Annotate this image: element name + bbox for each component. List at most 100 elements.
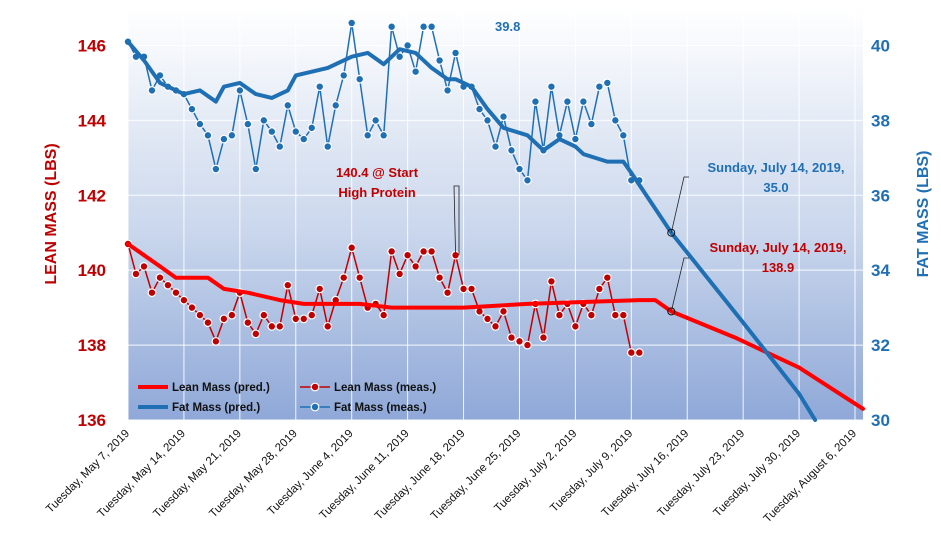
series-line [126, 39, 818, 422]
data-point [299, 314, 309, 324]
data-point [610, 310, 620, 320]
data-point [570, 321, 580, 331]
data-point [211, 336, 221, 346]
data-point [371, 115, 381, 125]
right-tick-label: 36 [871, 186, 890, 205]
data-point [323, 142, 333, 151]
annotation-leader [453, 185, 460, 256]
data-point [235, 85, 245, 95]
series-lean-mass-meas [123, 239, 644, 357]
data-point [259, 310, 269, 320]
annotation: 39.8 [495, 19, 520, 34]
data-point [187, 303, 197, 313]
data-point [539, 333, 548, 343]
data-point [267, 127, 277, 137]
annotation-marker [667, 228, 676, 237]
annotation-text: Sunday, July 14, 2019, [709, 240, 846, 255]
legend-item: Lean Mass (meas.) [300, 382, 436, 394]
data-point [427, 22, 436, 32]
data-point [283, 100, 293, 110]
left-tick-label: 146 [78, 36, 106, 55]
data-point [147, 288, 157, 298]
data-point [299, 134, 309, 144]
data-point [515, 336, 524, 346]
data-point [211, 164, 221, 174]
annotation-text: High Protein [338, 185, 415, 200]
annotation-leader [670, 257, 689, 312]
data-point [379, 310, 389, 320]
data-point [451, 48, 460, 58]
data-point [243, 318, 253, 328]
data-point [507, 333, 516, 343]
data-point [626, 348, 636, 357]
annotation: Sunday, July 14, 2019, 35.0 [667, 160, 845, 237]
data-point [459, 284, 468, 294]
data-point [570, 134, 580, 144]
left-tick-label: 140 [78, 261, 106, 280]
legend-item: Lean Mass (pred.) [138, 382, 270, 394]
data-point [267, 321, 277, 331]
plot-background [128, 8, 863, 420]
data-point [163, 280, 173, 290]
right-axis-ticks: 30 32 34 36 38 40 [871, 36, 890, 430]
series-fat-mass-meas [123, 18, 644, 185]
data-point [443, 85, 452, 95]
left-axis-title: LEAN MASS (LBS) [43, 143, 60, 284]
annotation: 140.4 @ Start High Protein [336, 165, 460, 256]
data-point [355, 273, 365, 283]
data-point [411, 67, 421, 77]
data-point [291, 127, 301, 137]
data-point [283, 280, 293, 290]
x-tick-label: Tuesday, June 11, 2019 [318, 428, 412, 522]
data-point [618, 310, 628, 320]
data-point [435, 56, 444, 65]
legend-item: Fat Mass (pred.) [138, 402, 260, 414]
data-point [195, 310, 205, 320]
data-point [586, 310, 596, 320]
data-point [523, 175, 532, 185]
data-point [363, 130, 373, 140]
legend-marker [310, 402, 320, 412]
data-point [259, 115, 269, 125]
data-point [634, 348, 644, 357]
data-point [355, 74, 365, 84]
right-tick-label: 32 [871, 336, 890, 355]
data-point [403, 250, 413, 260]
right-tick-label: 30 [871, 411, 890, 430]
data-point [275, 321, 285, 331]
data-point [203, 318, 213, 328]
annotation-text: 35.0 [763, 180, 788, 195]
data-point [523, 340, 532, 350]
data-point [331, 100, 341, 110]
legend: Lean Mass (pred.) Lean Mass (meas.) Fat Ma… [138, 382, 436, 414]
data-point [419, 247, 428, 256]
legend-label: Fat Mass (meas.) [334, 402, 427, 414]
data-point [483, 115, 492, 125]
data-point [602, 78, 612, 88]
data-point [195, 119, 205, 129]
annotation: Sunday, July 14, 2019, 138.9 [667, 240, 847, 316]
data-point [610, 115, 620, 125]
left-tick-label: 138 [78, 336, 106, 355]
legend-marker [310, 382, 320, 392]
data-point [347, 243, 357, 253]
annotation-text: Sunday, July 14, 2019, [707, 160, 844, 175]
data-point [315, 82, 325, 92]
data-point [251, 164, 261, 174]
x-tick-label: Tuesday, June 18, 2019 [373, 428, 468, 523]
data-point [531, 97, 540, 107]
annotation-text: 39.8 [495, 19, 520, 34]
data-point [547, 277, 556, 286]
legend-label: Lean Mass (meas.) [334, 382, 436, 394]
data-point [139, 262, 149, 271]
left-tick-label: 136 [78, 411, 106, 430]
data-point [578, 97, 588, 107]
data-point [347, 18, 357, 28]
data-point [243, 119, 253, 129]
data-point [491, 321, 500, 331]
data-point [427, 247, 436, 256]
data-point [323, 321, 333, 331]
data-point [147, 85, 157, 95]
annotation-marker [667, 307, 676, 316]
data-point [594, 82, 604, 92]
